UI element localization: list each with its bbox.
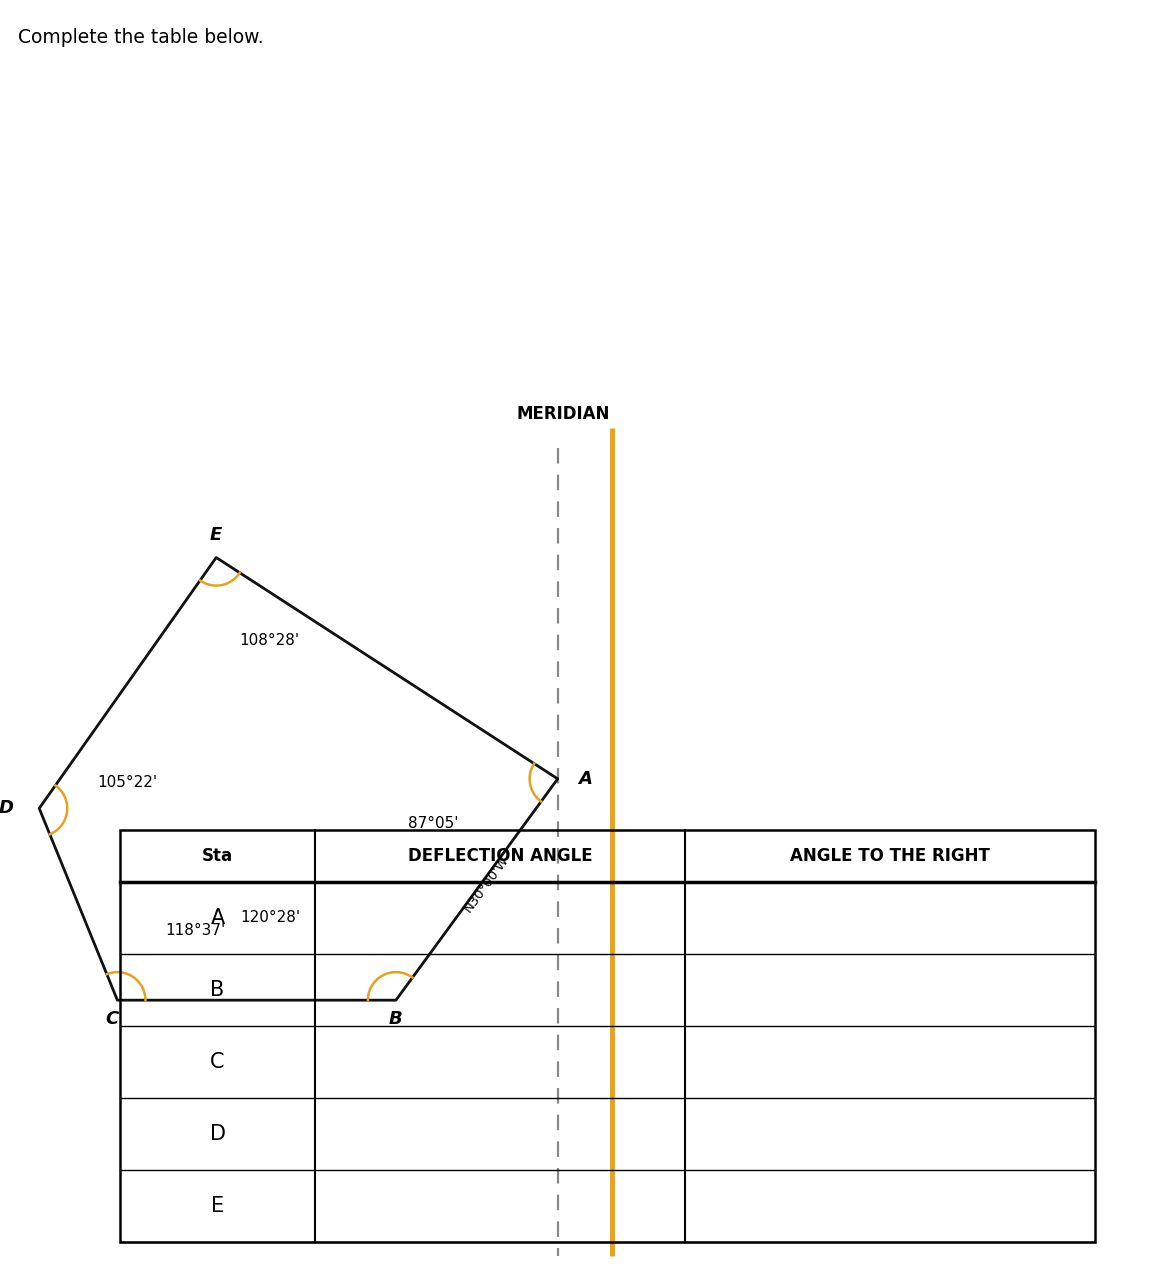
Text: B: B [211, 979, 225, 1000]
Text: C: C [105, 1010, 119, 1028]
Text: Sta: Sta [202, 847, 233, 865]
Bar [120, 831, 1096, 1241]
Text: 87°05': 87°05' [408, 815, 458, 831]
Text: C: C [211, 1052, 225, 1072]
Text: B: B [389, 1010, 403, 1028]
Text: E: E [211, 1196, 223, 1216]
Text: 108°28': 108°28' [240, 632, 300, 647]
Text: E: E [210, 525, 222, 543]
Text: 120°28': 120°28' [241, 909, 301, 925]
Text: A: A [578, 770, 592, 787]
Text: DEFLECTION ANGLE: DEFLECTION ANGLE [408, 847, 592, 865]
Text: D: D [210, 1124, 226, 1144]
Text: Complete the table below.: Complete the table below. [18, 28, 264, 47]
Text: N30°00'W: N30°00'W [462, 854, 511, 915]
Text: MERIDIAN: MERIDIAN [516, 404, 609, 422]
Text: ANGLE TO THE RIGHT: ANGLE TO THE RIGHT [790, 847, 990, 865]
Text: 118°37': 118°37' [166, 922, 226, 937]
Text: A: A [211, 908, 225, 929]
Text: 105°22': 105°22' [97, 776, 157, 790]
Text: D: D [0, 799, 14, 818]
